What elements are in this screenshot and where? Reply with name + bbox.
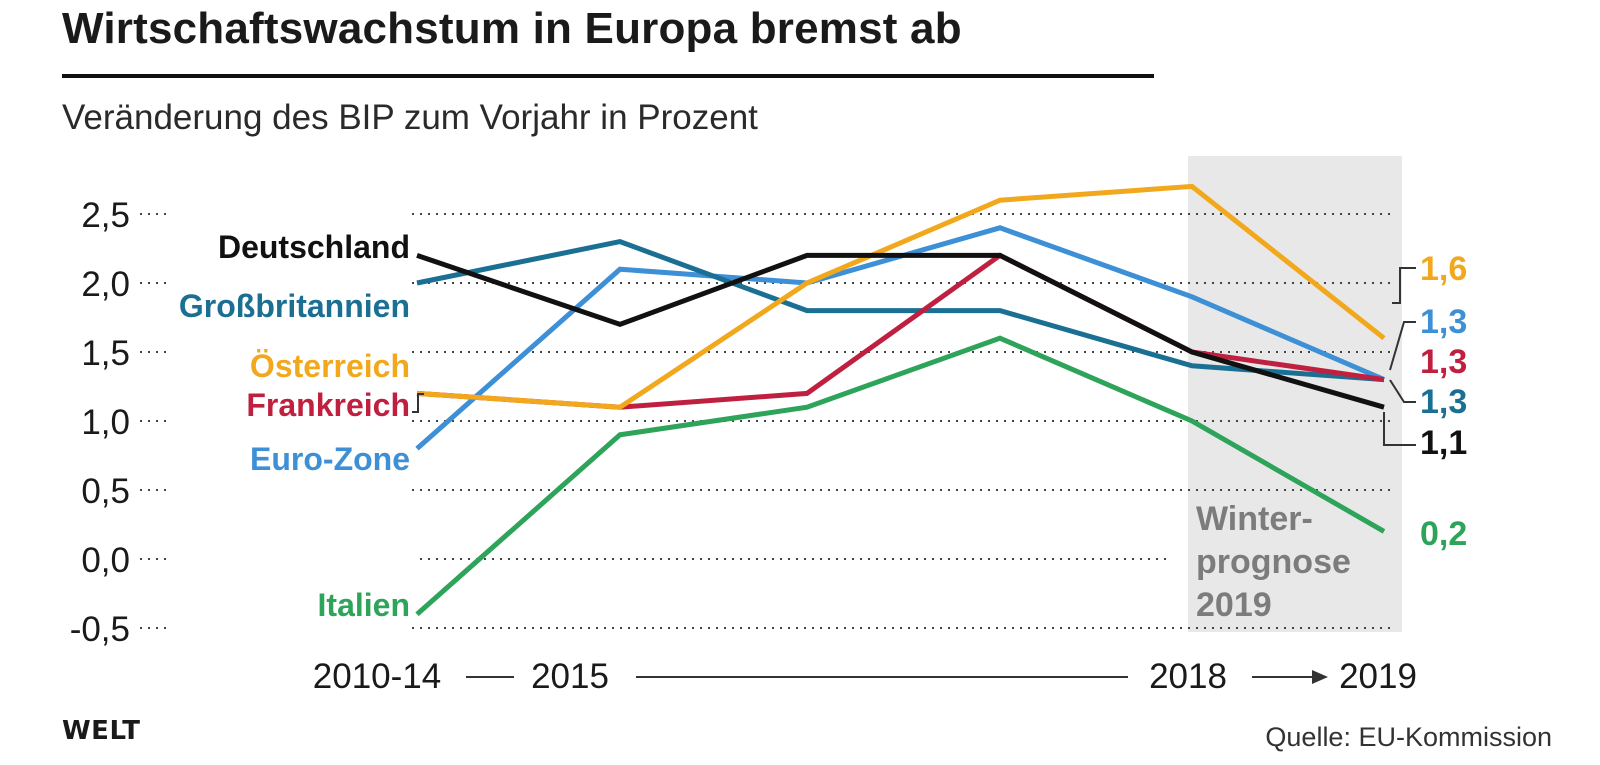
y-tick-label: 0,5 <box>81 472 130 511</box>
forecast-label: prognose <box>1196 543 1351 581</box>
source-note: Quelle: EU-Kommission <box>1265 722 1552 752</box>
x-tick-label: 2019 <box>1339 657 1417 696</box>
title-divider <box>62 74 1154 78</box>
series-end-value: 1,3 <box>1420 303 1467 341</box>
series-end-value: 0,2 <box>1420 515 1467 553</box>
series-label: Deutschland <box>218 229 410 265</box>
chart-subtitle: Veränderung des BIP zum Vorjahr in Proze… <box>62 98 758 137</box>
series-line <box>416 252 1385 410</box>
chart-title: Wirtschaftswachstum in Europa bremst ab <box>62 4 962 53</box>
forecast-label: Winter- <box>1196 500 1313 538</box>
x-tick-label: 2015 <box>531 657 609 696</box>
y-tick-label: 0,0 <box>81 541 130 580</box>
x-tick-label: 2010-14 <box>313 657 441 696</box>
x-tick-label: 2018 <box>1149 657 1227 696</box>
label-bracket <box>412 393 424 413</box>
leader-line <box>1383 412 1416 446</box>
series-label: Frankreich <box>246 387 410 423</box>
leader-line <box>1389 321 1416 371</box>
series-end-value: 1,3 <box>1420 383 1467 421</box>
y-tick-label: 1,5 <box>81 334 130 373</box>
series-label: Euro-Zone <box>250 441 410 477</box>
y-tick-label: -0,5 <box>70 610 130 649</box>
series-end-value: 1,6 <box>1420 250 1467 288</box>
series-line <box>416 183 1386 410</box>
forecast-label: 2019 <box>1196 586 1272 624</box>
series-end-value: 1,3 <box>1420 343 1467 381</box>
series-line <box>415 335 1386 617</box>
brand-logo: WELT <box>62 716 141 746</box>
series-end-value: 1,1 <box>1420 424 1467 462</box>
series-line <box>416 239 1385 383</box>
series-label: Österreich <box>250 348 410 384</box>
x-axis-arrowhead <box>1312 670 1328 684</box>
y-tick-label: 2,0 <box>81 265 130 304</box>
y-tick-label: 2,5 <box>81 196 130 235</box>
series-label: Großbritannien <box>179 288 410 324</box>
leader-line <box>1389 379 1416 403</box>
series-label: Italien <box>318 587 410 623</box>
forecast-region <box>1188 156 1402 632</box>
y-tick-label: 1,0 <box>81 403 130 442</box>
leader-line <box>1392 267 1416 304</box>
